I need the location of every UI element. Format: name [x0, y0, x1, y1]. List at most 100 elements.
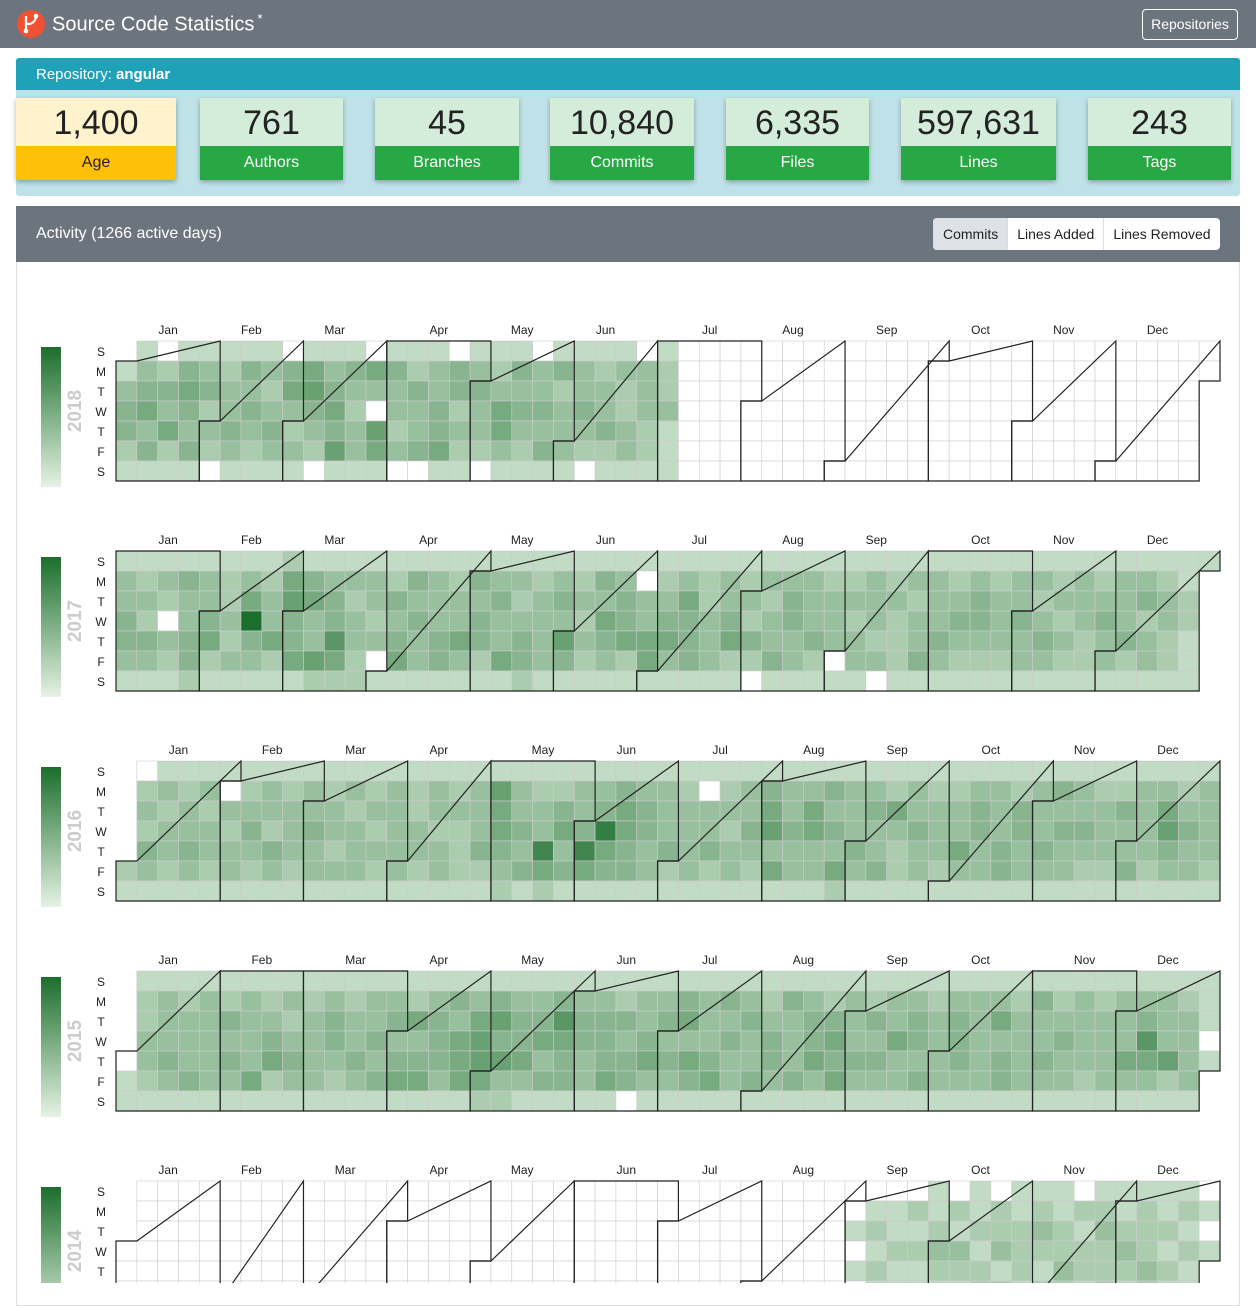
day-cell [115, 380, 138, 402]
day-cell [1198, 1010, 1221, 1032]
weekday-label: F [97, 865, 104, 879]
day-cell [1178, 630, 1200, 652]
day-cell [907, 840, 929, 862]
day-cell [844, 550, 867, 572]
empty-day [844, 400, 867, 422]
day-cell [282, 590, 304, 612]
day-cell [240, 400, 263, 422]
day-cell [594, 610, 617, 632]
day-cell [782, 840, 804, 862]
month-outline [1115, 759, 1221, 902]
stat-card: 6,335 Files [726, 98, 869, 180]
day-cell [469, 610, 492, 632]
day-cell [136, 1070, 158, 1092]
day-cell [761, 610, 783, 632]
day-cell [761, 990, 783, 1012]
day-cell [136, 570, 158, 592]
day-cell [136, 1240, 158, 1262]
day-cell [428, 1050, 450, 1072]
day-cell [969, 760, 992, 782]
day-cell [740, 610, 763, 632]
day-cell [448, 340, 471, 362]
day-cell [698, 880, 721, 902]
day-cell [657, 1090, 679, 1112]
day-cell [178, 340, 200, 362]
day-cell [407, 970, 429, 992]
day-cell [115, 1240, 138, 1262]
day-cell [407, 1010, 429, 1032]
day-cell [386, 780, 408, 802]
day-cell [1032, 970, 1054, 992]
day-cell [594, 630, 617, 652]
day-cell [1136, 1070, 1158, 1092]
day-cell [157, 970, 179, 992]
day-cell [615, 820, 638, 842]
legend-gradient [41, 767, 61, 907]
day-cell [469, 1030, 492, 1052]
day-cell [657, 1280, 679, 1283]
day-cell [199, 590, 221, 612]
day-cell [907, 610, 929, 632]
day-cell [615, 1280, 638, 1283]
day-cell [886, 1200, 908, 1222]
day-cell [1053, 840, 1075, 862]
day-cell [844, 650, 867, 672]
day-cell [532, 760, 554, 782]
day-cell [344, 590, 367, 612]
day-cell [240, 1090, 263, 1112]
day-cell [865, 970, 888, 992]
day-cell [719, 1280, 742, 1283]
day-cell [761, 780, 783, 802]
day-cell [303, 1090, 325, 1112]
day-cell [615, 590, 638, 612]
day-cell [1011, 590, 1033, 612]
day-cell [511, 550, 533, 572]
day-cell [573, 840, 596, 862]
day-cell [1115, 590, 1137, 612]
tab[interactable]: Commits [933, 218, 1008, 250]
stat-card: 10,840 Commits [550, 98, 694, 180]
day-cell [386, 400, 408, 422]
month-label: Nov [1074, 743, 1095, 757]
day-cell [1094, 1010, 1117, 1032]
day-cell [969, 570, 992, 592]
day-cell [511, 380, 533, 402]
day-cell [344, 760, 367, 782]
day-cell [698, 1180, 721, 1202]
day-cell [157, 590, 179, 612]
day-cell [386, 440, 408, 462]
day-cell [657, 400, 679, 422]
day-cell [761, 880, 783, 902]
day-cell [886, 1090, 908, 1112]
tab[interactable]: Lines Added [1007, 218, 1103, 250]
day-cell [469, 630, 492, 652]
day-cell [1115, 820, 1137, 842]
day-cell [157, 380, 179, 402]
empty-day [844, 380, 867, 402]
month-label: Mar [335, 1163, 356, 1177]
day-cell [511, 860, 533, 882]
empty-day [1011, 360, 1033, 382]
tab[interactable]: Lines Removed [1103, 218, 1219, 250]
repositories-button[interactable]: Repositories [1142, 9, 1238, 40]
day-cell [678, 1090, 700, 1112]
empty-day [990, 380, 1012, 402]
day-cell [199, 1090, 221, 1112]
day-cell [1053, 880, 1075, 902]
day-cell [199, 760, 221, 782]
day-cell [407, 360, 429, 382]
day-cell [136, 610, 158, 632]
day-cell [573, 1200, 596, 1222]
day-cell [199, 610, 221, 632]
day-cell [282, 630, 304, 652]
empty-day [1011, 380, 1033, 402]
empty-day [948, 420, 971, 442]
day-cell [219, 1010, 242, 1032]
day-cell [511, 670, 533, 692]
empty-day [1157, 460, 1179, 482]
day-cell [1073, 840, 1096, 862]
day-cell [594, 1180, 617, 1202]
day-cell [115, 460, 138, 482]
day-cell [803, 880, 825, 902]
month-label: Jul [692, 533, 707, 547]
